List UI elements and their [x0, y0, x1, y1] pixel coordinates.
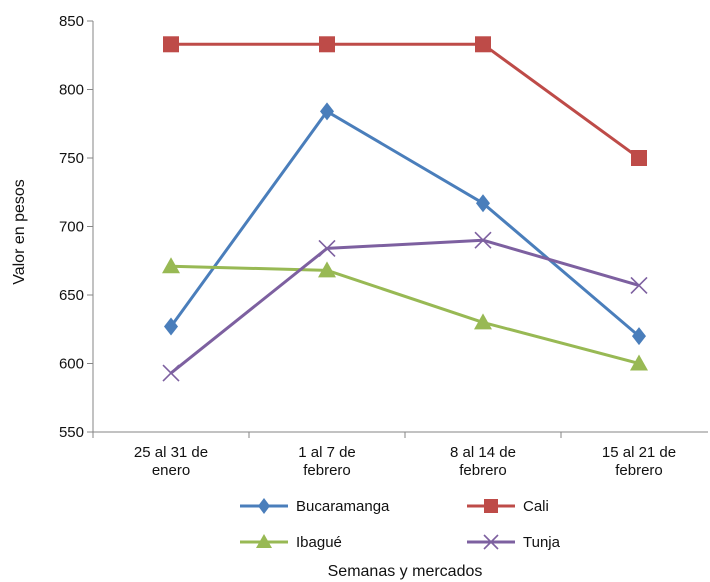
x-marker-stroke — [483, 534, 499, 550]
y-tick-label: 650 — [59, 287, 84, 304]
y-tick-label: 750 — [59, 150, 84, 167]
x-tick-label: 25 al 31 de enero — [134, 444, 208, 479]
data-point-cali — [475, 36, 491, 53]
x-marker-stroke — [630, 276, 648, 294]
data-point-cali — [163, 36, 179, 53]
data-point-bucaramanga — [476, 194, 490, 213]
data-point-bucaramanga — [320, 102, 334, 121]
legend-label: Cali — [523, 498, 549, 515]
legend-item-tunja: Tunja — [467, 534, 561, 551]
data-point-ibagu- — [318, 261, 336, 278]
x-tick-label: 15 al 21 de febrero — [602, 444, 676, 479]
legend-swatch-marker — [484, 499, 498, 513]
data-point-cali — [319, 36, 335, 53]
y-tick-label: 600 — [59, 356, 84, 373]
y-tick-label: 800 — [59, 82, 84, 99]
legend-label: Tunja — [523, 534, 561, 551]
x-tick-labels: 25 al 31 de enero 1 al 7 de febrero 8 al 14 … — [134, 444, 676, 479]
data-point-bucaramanga — [164, 317, 178, 336]
series-layer — [162, 36, 648, 382]
series-bucaramanga — [164, 102, 646, 346]
data-point-ibagu- — [162, 257, 180, 274]
legend: Bucaramanga Cali Ibagué Tunja — [240, 498, 561, 551]
data-point-tunja — [162, 364, 180, 382]
series-cali — [163, 36, 647, 166]
legend-swatch-marker — [256, 534, 272, 548]
data-point-cali — [631, 150, 647, 166]
series-line-tunja — [170, 238, 640, 375]
series-ibagu- — [162, 257, 648, 371]
y-tick-labels: 550 600 650 700 750 800 850 — [59, 13, 84, 441]
x-marker-stroke — [162, 364, 180, 382]
data-point-tunja — [474, 231, 492, 249]
series-line-bucaramanga — [169, 109, 640, 338]
x-tick-label: 1 al 7 de febrero — [298, 444, 356, 479]
x-marker-stroke — [474, 231, 492, 249]
y-tick-label: 550 — [59, 424, 84, 441]
legend-item-ibagu-: Ibagué — [240, 534, 342, 551]
legend-item-cali: Cali — [467, 498, 549, 515]
y-tick-label: 700 — [59, 219, 84, 236]
y-tick-label: 850 — [59, 13, 84, 30]
x-axis-title: Semanas y mercados — [328, 563, 483, 580]
data-point-tunja — [630, 276, 648, 294]
series-tunja — [162, 231, 648, 382]
y-axis-title: Valor en pesos — [11, 179, 28, 285]
legend-item-bucaramanga: Bucaramanga — [240, 498, 390, 515]
axes — [87, 20, 708, 438]
data-point-ibagu- — [630, 354, 648, 371]
data-point-ibagu- — [474, 313, 492, 330]
series-line-ibagu- — [170, 264, 640, 365]
data-point-tunja — [318, 239, 336, 257]
x-marker-stroke — [318, 239, 336, 257]
legend-label: Ibagué — [296, 534, 342, 551]
series-line-cali — [171, 42, 640, 160]
data-point-bucaramanga — [632, 327, 646, 346]
legend-swatch-marker — [483, 534, 499, 550]
legend-label: Bucaramanga — [296, 498, 390, 515]
legend-swatch-marker — [258, 498, 270, 514]
x-tick-label: 8 al 14 de febrero — [450, 444, 516, 479]
